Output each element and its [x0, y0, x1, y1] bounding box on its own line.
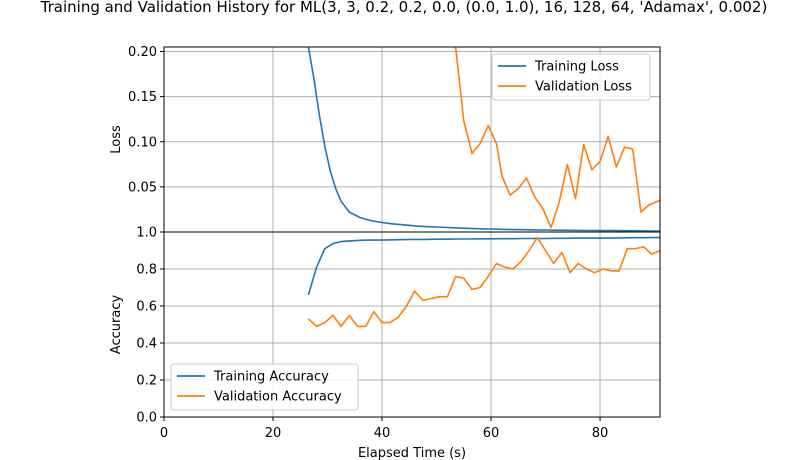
- legend-label: Training Loss: [534, 60, 619, 75]
- series-line-validation-loss: [454, 47, 660, 229]
- legend-box: [491, 53, 651, 101]
- legend-label: Validation Loss: [535, 80, 632, 95]
- x-axis-label: Elapsed Time (s): [358, 446, 466, 460]
- y-tick-label: 1.0: [136, 226, 157, 241]
- series-line-validation-accuracy: [307, 236, 660, 328]
- loss-y-ticks: 0.05 0.10 0.15 0.20: [128, 45, 164, 233]
- y-tick-label: 0.20: [128, 45, 157, 60]
- loss-panel: 0.05 0.10 0.15 0.20 Loss Training Loss Valid…: [109, 45, 660, 233]
- y-tick-label: 0.15: [128, 90, 157, 105]
- y-tick-label: 0.10: [128, 135, 157, 150]
- accuracy-y-ticks: 0.0 0.2 0.4 0.6 0.8 1.0: [136, 226, 164, 426]
- y-tick-label: 0.4: [136, 337, 157, 352]
- x-ticks: 0 20 40 60 80: [160, 417, 608, 441]
- figure-title: Training and Validation History for ML(3…: [40, 0, 768, 16]
- y-tick-label: 0.6: [136, 300, 157, 315]
- legend-label: Training Accuracy: [213, 370, 329, 385]
- legend-label: Validation Accuracy: [214, 390, 342, 405]
- y-tick-label: 0.8: [136, 263, 157, 278]
- loss-legend: Training Loss Validation Loss: [491, 53, 651, 101]
- accuracy-panel: 0.0 0.2 0.4 0.6 0.8 1.0 0 20 40 60 80 Accuracy El…: [109, 226, 660, 460]
- accuracy-y-axis-label: Accuracy: [109, 295, 124, 355]
- loss-y-axis-label: Loss: [109, 125, 124, 154]
- y-tick-label: 0.05: [128, 180, 157, 195]
- legend-box: [170, 363, 359, 411]
- y-tick-label: 0.2: [136, 374, 157, 389]
- x-tick-label: 40: [374, 426, 391, 441]
- series-line-training-accuracy: [307, 236, 660, 296]
- x-tick-label: 20: [265, 426, 282, 441]
- accuracy-legend: Training Accuracy Validation Accuracy: [170, 363, 359, 411]
- x-tick-label: 80: [592, 426, 609, 441]
- series-line-training-loss: [307, 47, 660, 232]
- loss-grid: [164, 47, 660, 232]
- loss-series: [307, 47, 660, 232]
- accuracy-axes-frame: [163, 231, 661, 418]
- accuracy-series: [307, 236, 660, 328]
- y-tick-label: 0.0: [136, 411, 157, 426]
- axes-frames: [163, 46, 661, 418]
- x-tick-label: 60: [483, 426, 500, 441]
- x-tick-label: 0: [160, 426, 168, 441]
